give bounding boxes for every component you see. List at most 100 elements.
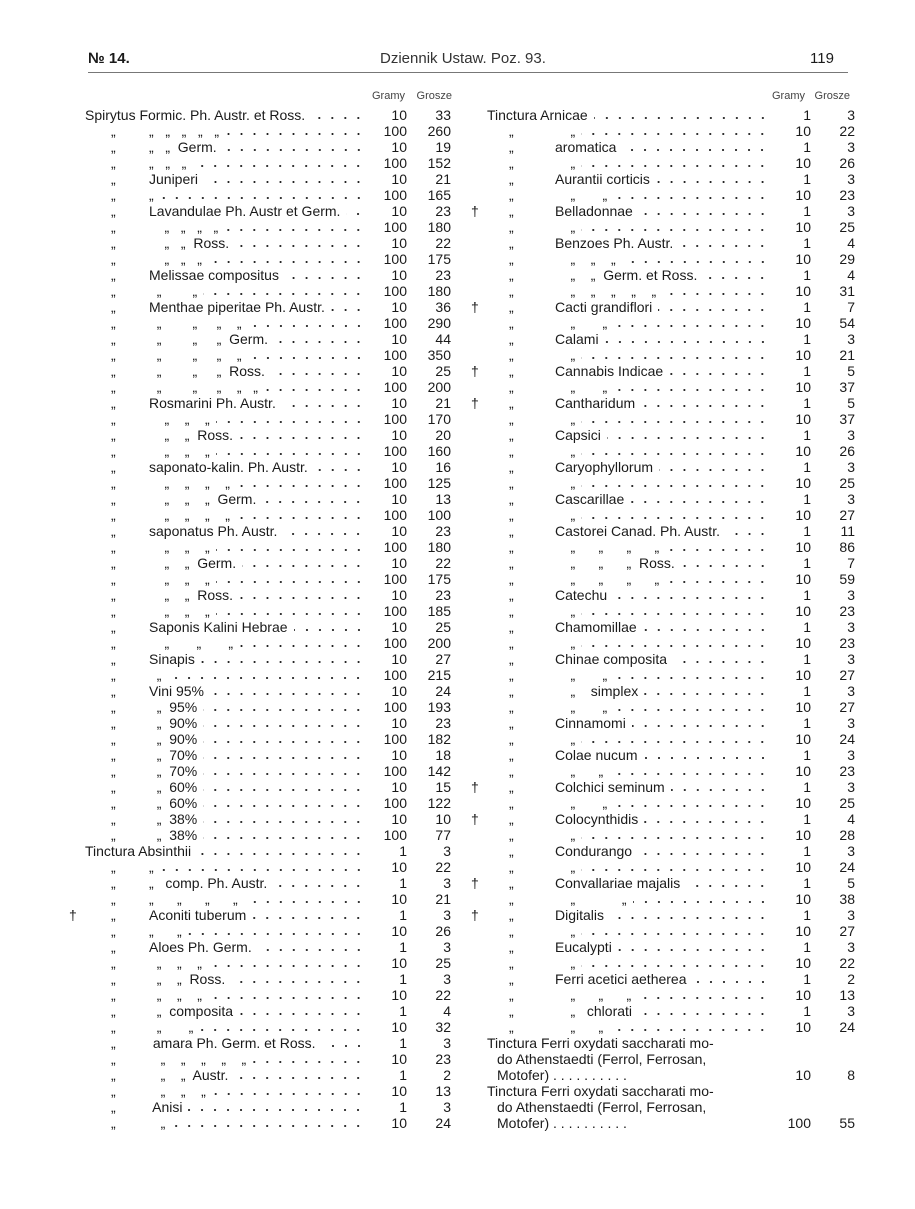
item-name: Condurango xyxy=(555,843,633,859)
item-label: „ Cacti grandiflori xyxy=(487,299,771,315)
table-row: „ amara Ph. Germ. et Ross. 1 3 xyxy=(85,1035,460,1051)
quantity-grams: 10 xyxy=(391,1115,407,1131)
item-label: „ Colchici seminum xyxy=(487,779,771,795)
item-name: „ „ „ „ xyxy=(149,891,238,907)
item-name: „ „ xyxy=(555,187,608,203)
item-label: „ „ „ Ross. xyxy=(85,427,367,443)
item-label: „ „ xyxy=(487,411,771,427)
quantity-grams: 100 xyxy=(383,379,407,395)
price-grosze: 21 xyxy=(435,395,451,411)
ditto-mark: „ xyxy=(509,235,514,251)
price-grosze: 175 xyxy=(427,571,451,587)
quantity-grams: 1 xyxy=(803,267,811,283)
price-grosze: 5 xyxy=(847,395,855,411)
price-grosze: 125 xyxy=(427,475,451,491)
item-label: „ Condurango xyxy=(487,843,771,859)
quantity-grams: 1 xyxy=(399,971,407,987)
item-label: „ „ „ Ross. xyxy=(85,971,367,987)
item-name: „ simplex xyxy=(555,683,639,699)
ditto-mark: „ xyxy=(111,587,116,603)
item-label: „ „ „ Austr. xyxy=(85,1067,367,1083)
table-row: „ Saponis Kalini Hebrae 10 25 xyxy=(85,619,460,635)
price-grosze: 22 xyxy=(839,123,855,139)
dot-leader xyxy=(703,267,769,280)
price-grosze: 15 xyxy=(435,779,451,795)
item-label: „ „ xyxy=(487,347,771,363)
dot-leader xyxy=(581,411,769,424)
ditto-mark: „ xyxy=(111,139,116,155)
table-row: „ Calami 1 3 xyxy=(487,331,862,347)
table-row: „ „ „ 10 38 xyxy=(487,891,862,907)
ditto-mark: „ xyxy=(111,347,116,363)
item-name: „ „ „ „ „ xyxy=(555,283,657,299)
item-name: „ 70% xyxy=(149,747,198,763)
quantity-grams: 100 xyxy=(383,507,407,523)
dot-leader xyxy=(239,587,365,600)
item-label: „ „ „ xyxy=(487,795,771,811)
ditto-mark: „ xyxy=(509,859,514,875)
item-label: „ „ „ „ xyxy=(487,987,771,1003)
quantity-grams: 10 xyxy=(795,155,811,171)
price-grosze: 170 xyxy=(427,411,451,427)
ditto-mark: „ xyxy=(111,955,116,971)
table-row: „ saponato-kalin. Ph. Austr. 10 16 xyxy=(85,459,460,475)
ditto-mark: „ xyxy=(509,907,514,923)
quantity-grams: 1 xyxy=(803,331,811,347)
price-grosze: 3 xyxy=(443,907,451,923)
quantity-grams: 10 xyxy=(795,1019,811,1035)
price-grosze: 77 xyxy=(435,827,451,843)
table-row-multiline: Tinctura Ferri oxydati saccharati mo-do … xyxy=(487,1035,862,1083)
ditto-mark: „ xyxy=(111,987,116,1003)
grosze-header: Grosze xyxy=(814,90,850,102)
price-grosze: 3 xyxy=(847,427,855,443)
quantity-grams: 1 xyxy=(803,715,811,731)
dot-leader xyxy=(222,139,365,152)
dagger-mark: † xyxy=(471,779,479,795)
price-grosze: 55 xyxy=(839,1115,855,1131)
dot-leader xyxy=(257,939,365,952)
quantity-grams: 1 xyxy=(803,235,811,251)
item-label: „ „ xyxy=(487,123,771,139)
dot-leader xyxy=(665,571,769,584)
dot-leader xyxy=(167,667,365,680)
item-label: „ „ „ xyxy=(487,315,771,331)
dot-leader xyxy=(207,251,365,264)
dot-leader xyxy=(313,459,365,472)
dot-leader xyxy=(274,331,365,344)
table-row: „ „ „ 10 25 xyxy=(487,795,862,811)
quantity-grams: 10 xyxy=(795,571,811,587)
item-name: Convallariae majalis xyxy=(555,875,681,891)
ditto-mark: „ xyxy=(111,1115,116,1131)
ditto-mark: „ xyxy=(111,907,116,923)
price-grosze: 37 xyxy=(839,379,855,395)
price-grosze: 23 xyxy=(839,635,855,651)
dot-leader xyxy=(225,123,365,136)
dot-leader xyxy=(613,587,769,600)
table-row: „ „ „ „ 100 170 xyxy=(85,411,460,427)
ditto-mark: „ xyxy=(509,203,514,219)
ditto-mark: „ xyxy=(111,1067,116,1083)
table-row: „ „ „ Austr. 1 2 xyxy=(85,1067,460,1083)
price-grosze: 3 xyxy=(847,1003,855,1019)
ditto-mark: „ xyxy=(509,587,514,603)
quantity-grams: 1 xyxy=(803,555,811,571)
table-row: „ „ 95% 100 193 xyxy=(85,699,460,715)
quantity-grams: 1 xyxy=(803,203,811,219)
table-row: „ „ „ „ 100 200 xyxy=(85,635,460,651)
table-row: „ Sinapis 10 27 xyxy=(85,651,460,667)
ditto-mark: „ xyxy=(111,891,116,907)
dot-leader xyxy=(284,267,365,280)
item-label: „ „ xyxy=(85,187,367,203)
quantity-grams: 100 xyxy=(383,123,407,139)
quantity-grams: 10 xyxy=(391,459,407,475)
dot-leader xyxy=(621,251,769,264)
ditto-mark: „ xyxy=(509,619,514,635)
item-name: „ „ Germ. xyxy=(149,139,217,155)
table-row: „ Juniperi 10 21 xyxy=(85,171,460,187)
table-row: „ „ 10 24 xyxy=(487,731,862,747)
quantity-grams: 10 xyxy=(391,395,407,411)
ditto-mark: „ xyxy=(111,763,116,779)
quantity-grams: 10 xyxy=(795,187,811,203)
item-label: „ „ „ „ xyxy=(85,635,367,651)
price-grosze: 23 xyxy=(435,715,451,731)
